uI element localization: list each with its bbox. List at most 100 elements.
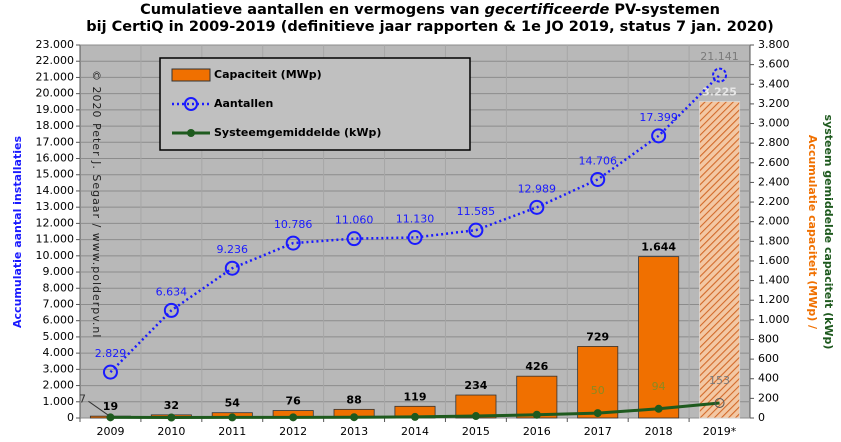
- y-tick-label: 4.000: [43, 346, 75, 359]
- y2-tick-label: 400: [758, 372, 779, 385]
- y-axis-label: Accumulatie aantal installaties: [11, 136, 24, 328]
- point-label: 14.706: [578, 155, 617, 168]
- title-part: PV-systemen: [609, 2, 720, 18]
- bar-label: 19: [103, 400, 118, 413]
- bar: [638, 256, 680, 419]
- point-label: 2.829: [95, 347, 127, 360]
- bar-label: 426: [525, 360, 548, 373]
- x-tick-label: 2016: [523, 425, 551, 438]
- y-tick-label: 16.000: [36, 152, 75, 165]
- y-tick-label: 10.000: [36, 249, 75, 262]
- point-label: 7: [79, 392, 86, 405]
- y2-tick-label: 2.400: [758, 175, 790, 188]
- x-tick-label: 2014: [401, 425, 429, 438]
- y-tick-label: 15.000: [36, 168, 75, 181]
- y2-axis-label: Accumulatie capaciteit (MWp) /: [806, 135, 819, 330]
- marker: [654, 404, 663, 413]
- y2-tick-label: 3.800: [758, 38, 790, 51]
- legend-marker: [187, 129, 195, 137]
- y-tick-label: 8.000: [43, 281, 75, 294]
- title-part: Cumulatieve aantallen en vermogens van: [140, 2, 485, 18]
- y2-tick-label: 1.200: [758, 293, 790, 306]
- marker: [106, 413, 115, 422]
- marker: [102, 364, 118, 380]
- point-label: 94: [652, 380, 666, 393]
- marker: [167, 413, 176, 422]
- y-tick-label: 20.000: [36, 87, 75, 100]
- legend-label: Aantallen: [214, 97, 273, 110]
- y-tick-label: 9.000: [43, 265, 75, 278]
- x-tick-label: 2012: [279, 425, 307, 438]
- y-tick-label: 18.000: [36, 119, 75, 132]
- point-label: 6.634: [156, 285, 188, 298]
- marker: [163, 302, 179, 318]
- point-label: 50: [591, 384, 605, 397]
- y2-tick-label: 3.000: [758, 117, 790, 130]
- point-label: 17.399: [639, 111, 678, 124]
- y-tick-label: 23.000: [36, 38, 75, 51]
- marker: [593, 409, 602, 418]
- marker: [228, 413, 237, 422]
- marker: [712, 67, 728, 83]
- marker: [714, 397, 725, 408]
- legend-label: Capaciteit (MWp): [214, 68, 322, 81]
- y-tick-label: 17.000: [36, 135, 75, 148]
- marker: [468, 222, 484, 238]
- marker: [590, 172, 606, 188]
- y2-axis-label: systeem gemiddelde capaciteit (kWp): [822, 115, 835, 350]
- y2-tick-label: 2.600: [758, 156, 790, 169]
- legend-marker: [184, 97, 198, 111]
- plot: 0 1.000 2.000 3.000 4.000 5.000 6.000 7.000 8.00…: [36, 38, 790, 438]
- x-tick-label: 2010: [157, 425, 185, 438]
- y-tick-label: 6.000: [43, 314, 75, 327]
- bar-label: 1.644: [641, 241, 676, 254]
- point-label: 11.060: [335, 214, 374, 227]
- x-tick-label: 2018: [645, 425, 673, 438]
- marker: [407, 230, 423, 246]
- line: [109, 74, 721, 373]
- point-label: 9.236: [217, 243, 249, 256]
- marker: [651, 128, 667, 144]
- y2-tick-label: 1.600: [758, 254, 790, 267]
- y-tick-label: 1.000: [43, 395, 75, 408]
- x-tick-label: 2011: [218, 425, 246, 438]
- chart-title: Cumulatieve aantallen en vermogens van g…: [140, 2, 720, 18]
- point-label: 12.989: [518, 182, 557, 195]
- marker: [285, 235, 301, 251]
- marker: [471, 412, 480, 421]
- y2-tick-label: 1.800: [758, 234, 790, 247]
- y2-tick-label: 3.200: [758, 97, 790, 110]
- legend-label: Systeemgemiddelde (kWp): [214, 126, 381, 139]
- y2-tick-label: 3.600: [758, 58, 790, 71]
- y-tick-label: 12.000: [36, 216, 75, 229]
- y2-tick-label: 800: [758, 332, 779, 345]
- bar-label: 32: [164, 399, 179, 412]
- x-tick-label: 2017: [584, 425, 612, 438]
- y2-tick-label: 3.400: [758, 77, 790, 90]
- y-tick-label: 19.000: [36, 103, 75, 116]
- marker: [346, 231, 362, 247]
- chart-subtitle: bij CertiQ in 2009-2019 (definitieve jaa…: [86, 19, 773, 35]
- y-tick-label: 21.000: [36, 70, 75, 83]
- point-label: 11.130: [396, 213, 435, 226]
- legend-box: [159, 57, 471, 151]
- bar-label: 76: [286, 395, 302, 408]
- x-tick-label: 2015: [462, 425, 490, 438]
- marker: [532, 410, 541, 419]
- legend: Capaciteit (MWp) Aantallen Systeemgemiddel…: [159, 57, 471, 151]
- y-tick-label: 14.000: [36, 184, 75, 197]
- point-label: 11.585: [457, 205, 496, 218]
- bar-label: 119: [404, 390, 427, 403]
- y-tick-label: 0: [67, 411, 74, 424]
- y2-tick-label: 2.800: [758, 136, 790, 149]
- y-tick-label: 2.000: [43, 379, 75, 392]
- legend-swatch: [171, 68, 211, 82]
- point-label: 10.786: [274, 218, 313, 231]
- marker: [529, 199, 545, 215]
- marker: [411, 412, 419, 421]
- y-tick-label: 22.000: [36, 54, 75, 67]
- y-tick-label: 7.000: [43, 297, 75, 310]
- point-label: 21.141: [700, 50, 739, 63]
